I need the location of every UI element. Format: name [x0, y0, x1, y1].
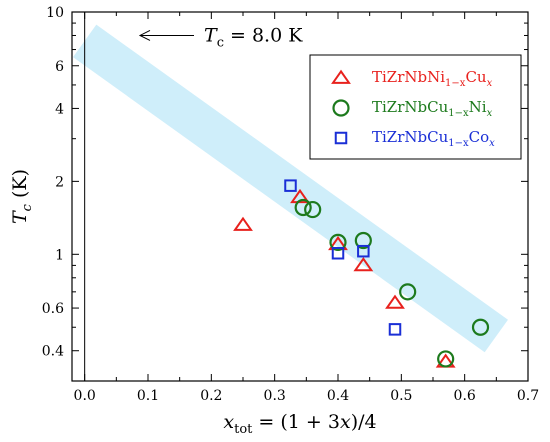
legend-marker-triangle	[331, 69, 351, 84]
y-tick-label: 1	[55, 247, 64, 263]
data-point-circle	[304, 200, 322, 219]
x-tick-label: 0.4	[327, 388, 349, 404]
y-axis-label: Tc (K)	[9, 169, 35, 224]
legend-label-cu-co: TiZrNbCu1−xCox	[372, 128, 495, 149]
data-point-square	[357, 244, 370, 258]
data-point-triangle	[290, 188, 310, 204]
data-point-square	[331, 247, 345, 260]
annotation-arrowhead	[138, 30, 151, 41]
data-points-layer	[233, 179, 490, 368]
annotation-rest: = 8.0 K	[224, 24, 303, 46]
data-point-triangle	[353, 257, 374, 272]
trend-band	[73, 24, 508, 353]
data-point-triangle	[385, 294, 405, 309]
data-point-circle	[437, 350, 455, 368]
data-point-triangle	[233, 216, 253, 231]
data-point-square	[284, 179, 297, 192]
data-point-circle	[354, 231, 372, 250]
tc-annotation: Tc = 8.0 K	[138, 24, 303, 50]
legend-marker-circle	[332, 99, 350, 117]
x-tick-label: 0.7	[517, 388, 539, 404]
data-point-circle	[329, 233, 347, 251]
y-tick-label: 4	[55, 101, 64, 117]
x-tick-label: 0.3	[264, 388, 286, 404]
annotation-sub: c	[217, 35, 224, 50]
y-tick-label: 0.4	[42, 344, 64, 360]
x-tick-label: 0.0	[74, 388, 96, 404]
x-tick-label: 0.5	[390, 388, 412, 404]
legend-marker-square	[334, 131, 348, 145]
y-tick-label: 10	[46, 5, 64, 21]
plot-frame	[71, 11, 529, 382]
y-tick-label: 0.6	[42, 301, 64, 317]
legend-label-ni-cu: TiZrNbNi1−xCux	[372, 68, 493, 89]
data-point-square	[388, 323, 402, 336]
axis-ticks-layer: 0.0 0.1 0.2 0.3 0.4 0.5 0.6 0.7 0.4 0.6 1 2 4 6 10	[42, 5, 539, 404]
x-axis-label: xtot = (1 + 3x)/4	[223, 411, 376, 437]
trend-band-layer	[73, 24, 508, 353]
data-point-circle	[471, 318, 490, 336]
annotation-main: T	[204, 24, 218, 46]
y-tick-label: 6	[55, 59, 64, 75]
legend-box	[309, 54, 522, 160]
x-tick-label: 0.2	[200, 388, 222, 404]
legend-markers	[331, 69, 351, 145]
x-tick-label: 0.1	[137, 388, 159, 404]
x-tick-label: 0.6	[454, 388, 476, 404]
data-point-circle	[294, 198, 312, 217]
legend: TiZrNbNi1−xCux TiZrNbCu1−xNix TiZrNbCu1−…	[309, 54, 522, 160]
legend-label-cu-ni: TiZrNbCu1−xNix	[372, 98, 493, 119]
data-point-circle	[399, 283, 417, 301]
y-tick-label: 2	[55, 174, 64, 190]
annotation-text: Tc = 8.0 K	[204, 24, 303, 50]
